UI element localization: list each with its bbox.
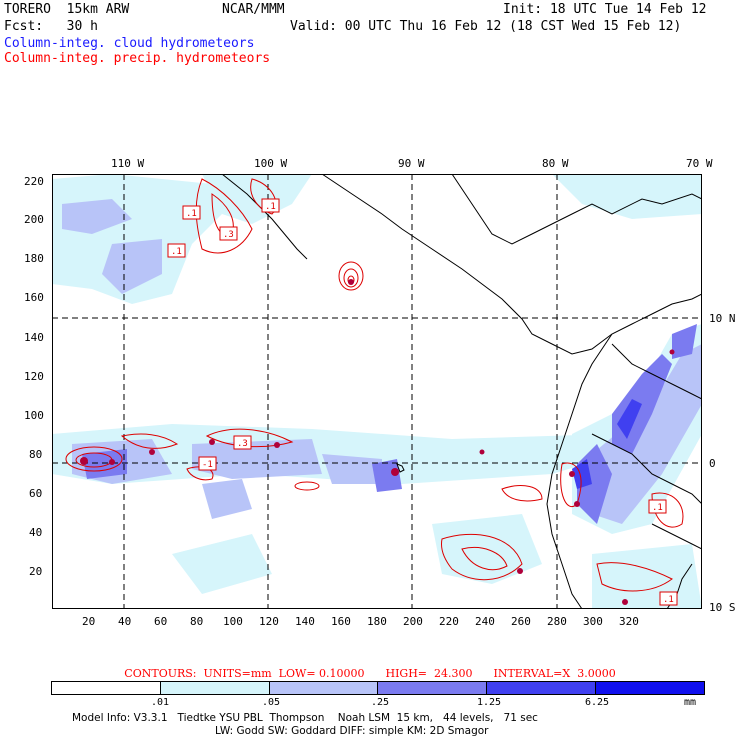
x-label: 240 bbox=[475, 615, 495, 628]
legend-precip: Column-integ. precip. hydrometeors bbox=[4, 51, 271, 66]
contour-label: .3 bbox=[237, 439, 248, 449]
forecast-map: .1 .1 .3 .1 .3 -1 .1 .1 bbox=[52, 174, 702, 609]
y-label: 160 bbox=[24, 291, 44, 304]
map-frame bbox=[52, 174, 702, 609]
precip-cores bbox=[80, 279, 675, 605]
colorbar-units: mm bbox=[684, 697, 697, 708]
color-bin bbox=[378, 682, 488, 694]
lon-label-90w: 90 W bbox=[398, 157, 425, 170]
color-bar bbox=[51, 681, 705, 695]
y-label: 140 bbox=[24, 331, 44, 344]
y-label: 60 bbox=[29, 487, 43, 500]
lat-lon-grid bbox=[52, 174, 702, 609]
x-label: 20 bbox=[82, 615, 96, 628]
color-bin bbox=[52, 682, 161, 694]
color-bin bbox=[487, 682, 597, 694]
contour-label: .3 bbox=[223, 230, 234, 240]
y-label: 100 bbox=[24, 409, 44, 422]
legend-cloud: Column-integ. cloud hydrometeors bbox=[4, 36, 255, 51]
x-label: 100 bbox=[223, 615, 243, 628]
x-label: 60 bbox=[154, 615, 168, 628]
model-name: TORERO 15km ARW bbox=[4, 2, 130, 17]
contour-label: .1 bbox=[663, 595, 674, 605]
x-label: 180 bbox=[367, 615, 387, 628]
model-info-line2: LW: Godd SW: Goddard DIFF: simple KM: 2D… bbox=[215, 725, 489, 737]
lat-label-0: 0 bbox=[709, 457, 716, 470]
x-label: 260 bbox=[511, 615, 531, 628]
y-label: 20 bbox=[29, 565, 43, 578]
y-label: 220 bbox=[24, 175, 44, 188]
contours-info: CONTOURS: UNITS=mm LOW= 0.10000 HIGH= 24… bbox=[124, 667, 616, 680]
x-label: 80 bbox=[190, 615, 204, 628]
organization: NCAR/MMM bbox=[222, 2, 285, 17]
lon-label-70w: 70 W bbox=[686, 157, 713, 170]
coastlines bbox=[221, 174, 702, 609]
lon-label-110w: 110 W bbox=[111, 157, 145, 170]
contour-label-text: .1 .1 .3 .1 .3 -1 .1 .1 bbox=[171, 202, 674, 605]
colorbar-label: 1.25 bbox=[477, 697, 502, 708]
colorbar-label: .01 bbox=[151, 697, 170, 708]
contour-label: .1 bbox=[171, 247, 182, 257]
y-label: 180 bbox=[24, 252, 44, 265]
model-info-line1: Model Info: V3.3.1 Tiedtke YSU PBL Thomp… bbox=[72, 712, 538, 724]
x-label: 300 bbox=[583, 615, 603, 628]
y-label: 80 bbox=[29, 448, 43, 461]
colorbar-label: .05 bbox=[262, 697, 281, 708]
x-label: 120 bbox=[259, 615, 279, 628]
contour-label: -1 bbox=[202, 460, 213, 470]
contour-label: .1 bbox=[186, 209, 197, 219]
lon-label-100w: 100 W bbox=[254, 157, 288, 170]
colorbar-label: .25 bbox=[371, 697, 390, 708]
x-label: 280 bbox=[547, 615, 567, 628]
y-label: 200 bbox=[24, 213, 44, 226]
color-bin bbox=[269, 682, 379, 694]
lon-label-80w: 80 W bbox=[542, 157, 569, 170]
y-label: 120 bbox=[24, 370, 44, 383]
color-bin bbox=[596, 682, 704, 694]
contour-label: .1 bbox=[652, 503, 663, 513]
x-label: 140 bbox=[295, 615, 315, 628]
x-label: 220 bbox=[439, 615, 459, 628]
cloud-shading bbox=[52, 174, 702, 609]
lat-label-10s: 10 S bbox=[709, 601, 736, 614]
x-label: 160 bbox=[331, 615, 351, 628]
x-label: 320 bbox=[619, 615, 639, 628]
init-time: Init: 18 UTC Tue 14 Feb 12 bbox=[503, 2, 707, 17]
x-label: 40 bbox=[118, 615, 132, 628]
contour-label-boxes bbox=[167, 198, 678, 606]
y-label: 40 bbox=[29, 526, 43, 539]
x-label: 200 bbox=[403, 615, 423, 628]
lat-label-10n: 10 N bbox=[709, 312, 736, 325]
valid-time: Valid: 00 UTC Thu 16 Feb 12 (18 CST Wed … bbox=[290, 19, 682, 34]
forecast-hour: Fcst: 30 h bbox=[4, 19, 98, 34]
contour-label: .1 bbox=[265, 202, 276, 212]
colorbar-label: 6.25 bbox=[585, 697, 610, 708]
color-bin bbox=[160, 682, 270, 694]
